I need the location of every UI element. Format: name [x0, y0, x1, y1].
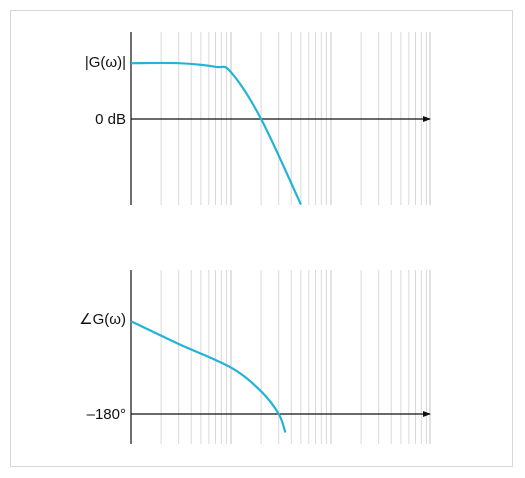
phase-plot: ∠G(ω) –180°	[79, 270, 431, 444]
magnitude-axis-label: |G(ω)|	[85, 54, 126, 71]
phase-axis-label: ∠G(ω)	[79, 311, 126, 328]
phase-grid	[160, 270, 431, 444]
magnitude-plot: |G(ω)| 0 dB	[85, 32, 431, 205]
minus-180-label: –180°	[87, 406, 126, 423]
phase-curve	[130, 320, 287, 433]
zero-db-label: 0 dB	[95, 111, 126, 128]
magnitude-curve	[130, 61, 302, 205]
